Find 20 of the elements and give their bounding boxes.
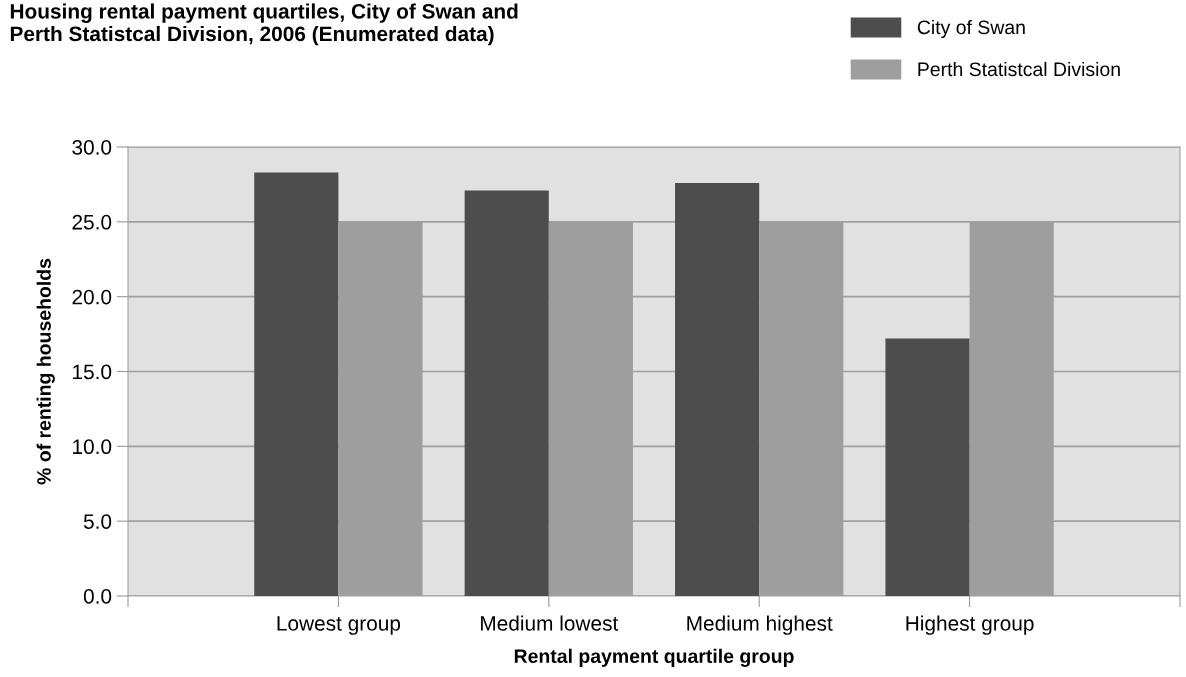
y-tick-label: 10.0 [73, 439, 112, 455]
y-tick-label: 25.0 [72, 214, 112, 230]
chart-title: Housing rental payment quartiles, City of Swan and Perth Statistcal Division, 2006 (Enumerated data) [10, 3, 518, 46]
y-tick-label: 5.0 [83, 514, 112, 529]
legend-label: City of Swan [917, 19, 1025, 39]
bar [675, 182, 760, 596]
y-tick-label: 15.0 [73, 364, 112, 380]
bar [885, 338, 970, 596]
x-axis-title: Rental payment quartile group [514, 648, 794, 667]
y-axis-title: % of renting households [36, 258, 55, 485]
bar [254, 172, 339, 596]
y-tick-label: 30.0 [72, 140, 112, 155]
y-tick-label: 0.0 [83, 589, 112, 604]
x-tick-label: Highest group [906, 615, 1034, 635]
x-tick-label: Medium highest [687, 615, 833, 635]
x-tick-label: Lowest group [277, 616, 401, 635]
bar [464, 190, 549, 596]
x-tick-label: Medium lowest [481, 615, 619, 631]
y-tick-label: 20.0 [72, 289, 112, 305]
legend-label: Perth Statistcal Division [918, 61, 1120, 77]
